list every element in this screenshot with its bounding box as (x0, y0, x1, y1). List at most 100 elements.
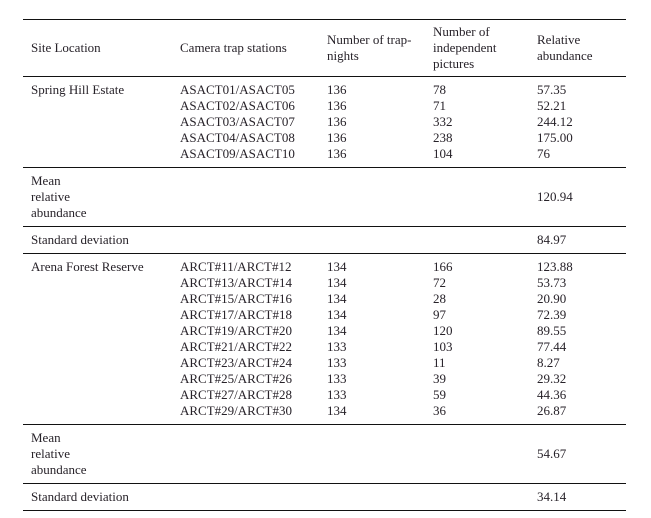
table-header: Site Location Camera trap stations Number … (23, 19, 626, 77)
cell-independent-pictures: 78 (433, 82, 446, 97)
cell-site-location (23, 114, 180, 130)
cell-relative-abundance: 20.90 (537, 291, 567, 306)
cell-trap-nights: 134 (327, 259, 347, 274)
cell-independent-pictures: 36 (433, 403, 537, 425)
summary-label: Standard deviation (23, 483, 537, 511)
cell-independent-pictures: 166 (433, 259, 453, 274)
cell-trap-nights: 136 (327, 114, 347, 129)
cell-site-location: Arena Forest Reserve (31, 259, 144, 274)
cell-stations: ASACT04/ASACT08 (180, 130, 295, 145)
table-header-row: Site Location Camera trap stations Number … (23, 19, 626, 77)
cell-independent-pictures: 238 (433, 130, 453, 145)
summary-section: Mean relative abundance 54.67 (23, 424, 626, 484)
cell-stations: ARCT#25/ARCT#26 (180, 371, 292, 386)
summary-row: Mean relative abundance 120.94 (23, 167, 626, 227)
cell-trap-nights: 136 (327, 82, 347, 97)
cell-stations: ARCT#27/ARCT#28 (180, 387, 292, 402)
site-section: Arena Forest Reserve ARCT#11/ARCT#12 134 16… (23, 254, 626, 425)
cell-stations: ARCT#15/ARCT#16 (180, 291, 292, 306)
cell-relative-abundance: 53.73 (537, 275, 567, 290)
cell-stations: ASACT09/ASACT10 (180, 146, 327, 168)
cell-independent-pictures: 332 (433, 114, 453, 129)
cell-trap-nights: 136 (327, 146, 433, 168)
cell-independent-pictures: 104 (433, 146, 537, 168)
cell-relative-abundance: 52.21 (537, 98, 567, 113)
cell-site-location (23, 387, 180, 403)
cell-independent-pictures: 71 (433, 98, 446, 113)
cell-stations: ARCT#21/ARCT#22 (180, 339, 292, 354)
table-row: ARCT#17/ARCT#18 134 97 72.39 (23, 307, 626, 323)
cell-trap-nights: 133 (327, 355, 347, 370)
cell-relative-abundance: 29.32 (537, 371, 567, 386)
column-header-site-location: Site Location (23, 19, 180, 77)
summary-section: Standard deviation 34.14 (23, 483, 626, 511)
cell-independent-pictures: 11 (433, 355, 446, 370)
summary-label: Mean relative abundance (23, 167, 537, 227)
cell-stations: ASACT03/ASACT07 (180, 114, 295, 129)
cell-independent-pictures: 72 (433, 275, 446, 290)
table-row: ARCT#23/ARCT#24 133 11 8.27 (23, 355, 626, 371)
site-section: Spring Hill Estate ASACT01/ASACT05 136 78 57… (23, 77, 626, 168)
cell-trap-nights: 136 (327, 130, 347, 145)
cell-independent-pictures: 103 (433, 339, 453, 354)
cell-trap-nights: 134 (327, 275, 347, 290)
summary-value: 54.67 (537, 424, 626, 484)
cell-stations: ARCT#13/ARCT#14 (180, 275, 292, 290)
cell-stations: ASACT02/ASACT06 (180, 98, 295, 113)
table-row: ASACT03/ASACT07 136 332 244.12 (23, 114, 626, 130)
camera-trap-abundance-table: Site Location Camera trap stations Number … (23, 19, 626, 511)
cell-independent-pictures: 39 (433, 371, 446, 386)
cell-site-location (23, 130, 180, 146)
cell-trap-nights: 134 (327, 291, 347, 306)
cell-relative-abundance: 123.88 (537, 259, 573, 274)
summary-row: Standard deviation 34.14 (23, 483, 626, 511)
table-row: ARCT#21/ARCT#22 133 103 77.44 (23, 339, 626, 355)
cell-site-location (23, 403, 180, 425)
cell-trap-nights: 136 (327, 98, 347, 113)
cell-site-location (23, 371, 180, 387)
summary-value: 34.14 (537, 483, 626, 511)
cell-relative-abundance: 72.39 (537, 307, 567, 322)
cell-relative-abundance: 44.36 (537, 387, 567, 402)
cell-trap-nights: 133 (327, 387, 347, 402)
cell-site-location (23, 146, 180, 168)
cell-relative-abundance: 76 (537, 146, 626, 168)
cell-relative-abundance: 175.00 (537, 130, 573, 145)
cell-relative-abundance: 8.27 (537, 355, 560, 370)
summary-value: 120.94 (537, 167, 626, 227)
cell-relative-abundance: 244.12 (537, 114, 573, 129)
table-row: ASACT04/ASACT08 136 238 175.00 (23, 130, 626, 146)
cell-stations: ARCT#17/ARCT#18 (180, 307, 292, 322)
summary-section: Standard deviation 84.97 (23, 226, 626, 254)
cell-stations: ARCT#19/ARCT#20 (180, 323, 292, 338)
table-row: ARCT#13/ARCT#14 134 72 53.73 (23, 275, 626, 291)
cell-independent-pictures: 59 (433, 387, 446, 402)
summary-section: Mean relative abundance 120.94 (23, 167, 626, 227)
summary-row: Standard deviation 84.97 (23, 226, 626, 254)
cell-relative-abundance: 26.87 (537, 403, 626, 425)
column-header-relative-abundance: Relative abundance (537, 19, 626, 77)
cell-trap-nights: 134 (327, 403, 433, 425)
table-row: ASACT09/ASACT10 136 104 76 (23, 146, 626, 168)
cell-site-location (23, 339, 180, 355)
table-row: ARCT#27/ARCT#28 133 59 44.36 (23, 387, 626, 403)
cell-stations: ARCT#11/ARCT#12 (180, 259, 292, 274)
cell-site-location (23, 98, 180, 114)
column-header-independent-pictures: Number of independent pictures (433, 19, 537, 77)
summary-row: Mean relative abundance 54.67 (23, 424, 626, 484)
summary-value: 84.97 (537, 226, 626, 254)
cell-site-location (23, 307, 180, 323)
cell-relative-abundance: 57.35 (537, 82, 567, 97)
cell-trap-nights: 133 (327, 339, 347, 354)
table-row: ARCT#15/ARCT#16 134 28 20.90 (23, 291, 626, 307)
column-header-trap-nights: Number of trap-nights (327, 19, 433, 77)
cell-relative-abundance: 89.55 (537, 323, 567, 338)
cell-site-location (23, 275, 180, 291)
table-row: ARCT#25/ARCT#26 133 39 29.32 (23, 371, 626, 387)
cell-trap-nights: 134 (327, 307, 347, 322)
table-row: ARCT#19/ARCT#20 134 120 89.55 (23, 323, 626, 339)
cell-independent-pictures: 120 (433, 323, 453, 338)
summary-label: Standard deviation (23, 226, 537, 254)
cell-independent-pictures: 28 (433, 291, 446, 306)
